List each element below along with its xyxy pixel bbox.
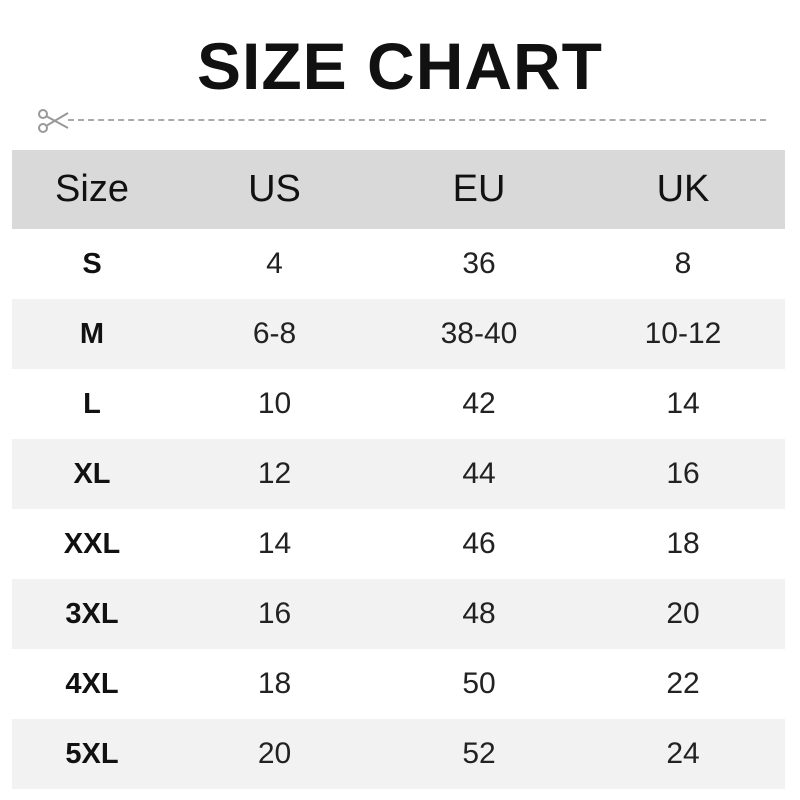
table-row: 4XL 18 50 22 [12, 649, 785, 719]
cell-us: 10 [257, 387, 292, 420]
cell-uk: 22 [666, 667, 700, 700]
cell-size: 4XL [65, 667, 119, 700]
cell-us: 16 [257, 597, 292, 630]
table-row: L 10 42 14 [12, 369, 785, 439]
cell-size: XL [73, 457, 111, 490]
cell-uk: 18 [666, 527, 700, 560]
cell-uk: 8 [674, 247, 692, 280]
cell-us: 20 [257, 737, 292, 770]
table-row: 3XL 16 48 20 [12, 579, 785, 649]
cell-uk: 14 [666, 387, 700, 420]
cell-eu: 48 [462, 597, 496, 630]
cell-us: 18 [257, 667, 292, 700]
cell-us: 14 [257, 527, 292, 560]
cell-size: 5XL [65, 737, 119, 770]
cell-uk: 20 [666, 597, 700, 630]
cell-size: 3XL [65, 597, 119, 630]
header-us: US [248, 168, 301, 210]
cell-eu: 52 [462, 737, 496, 770]
cell-eu: 38-40 [440, 317, 518, 350]
cell-eu: 44 [462, 457, 496, 490]
dashed-line [68, 119, 766, 121]
size-table: Size US EU UK S 4 36 8 M 6-8 38-40 10-12 L 10 42 14… [12, 150, 785, 789]
table-row: M 6-8 38-40 10-12 [12, 299, 785, 369]
header-eu: EU [452, 168, 506, 210]
cell-us: 12 [257, 457, 292, 490]
header-uk: UK [656, 168, 710, 210]
cell-eu: 36 [462, 247, 496, 280]
table-row: 5XL 20 52 24 [12, 719, 785, 789]
cell-uk: 16 [666, 457, 700, 490]
cell-eu: 50 [462, 667, 496, 700]
table-row: XXL 14 46 18 [12, 509, 785, 579]
cell-size: M [79, 317, 105, 350]
cell-uk: 24 [666, 737, 700, 770]
header-size: Size [55, 168, 129, 210]
cell-size: S [82, 247, 102, 280]
cell-eu: 46 [462, 527, 496, 560]
cell-size: XXL [63, 527, 121, 560]
cell-us: 6-8 [252, 317, 297, 350]
table-row: S 4 36 8 [12, 229, 785, 299]
cell-us: 4 [266, 247, 283, 280]
cell-size: L [83, 387, 101, 420]
cell-eu: 42 [462, 387, 496, 420]
cell-uk: 10-12 [644, 317, 722, 350]
table-row: XL 12 44 16 [12, 439, 785, 509]
cut-line [36, 108, 766, 133]
page-title: SIZE CHART [197, 29, 603, 103]
table-header: Size US EU UK [12, 150, 785, 229]
scissors-icon [38, 109, 69, 133]
